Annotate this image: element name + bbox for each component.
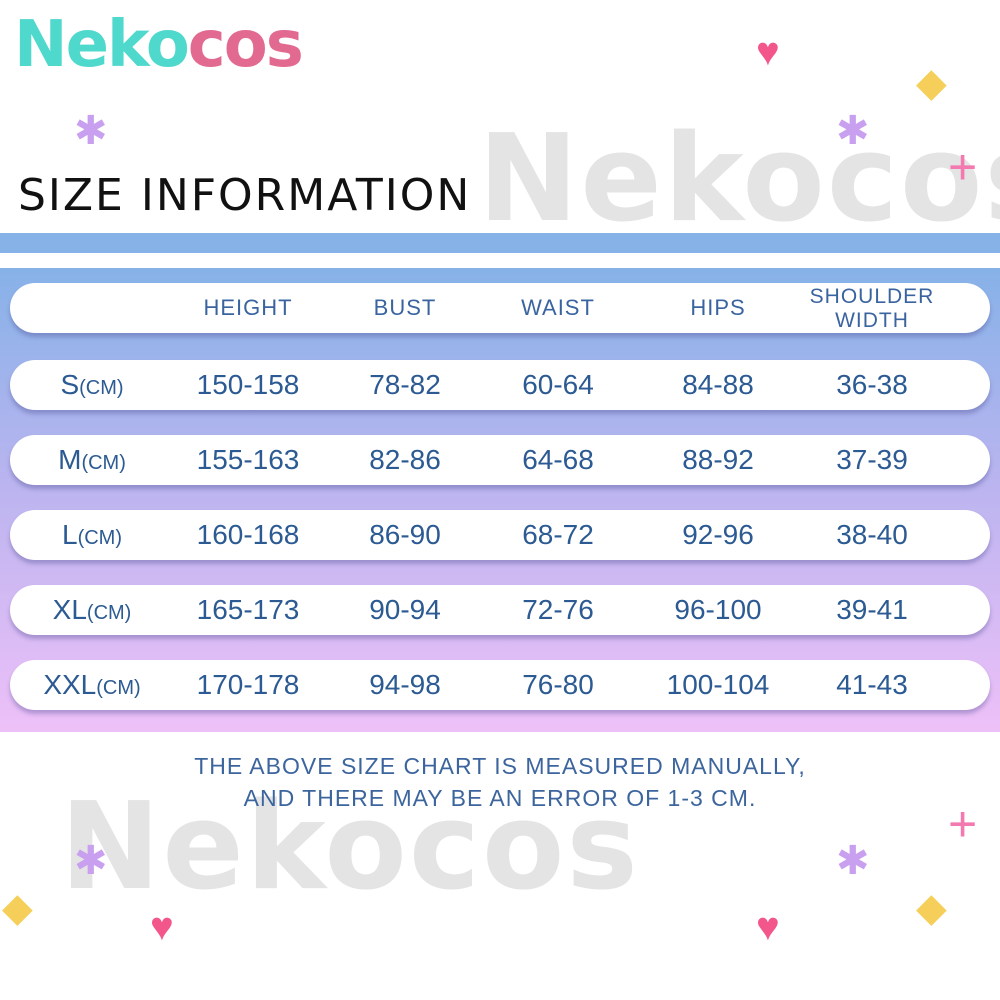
cell-height: 155-163 <box>196 444 300 475</box>
size-unit: (CM) <box>81 452 126 474</box>
cell-height: 160-168 <box>196 519 300 550</box>
cell-bust: 94-98 <box>369 669 441 700</box>
size-label: XL(CM) <box>53 585 132 635</box>
disclaimer-note: THE ABOVE SIZE CHART IS MEASURED MANUALL… <box>0 750 1000 814</box>
plus-icon: + <box>948 139 978 195</box>
cell-waist: 72-76 <box>522 594 594 625</box>
sparkle-icon: ◆ <box>916 886 947 930</box>
cell-hips: 84-88 <box>682 369 754 400</box>
cell-shoulder: 41-43 <box>836 669 908 700</box>
size-table: HEIGHT BUST WAIST HIPS SHOULDER WIDTH S(… <box>0 268 1000 732</box>
size-label: M(CM) <box>58 435 126 485</box>
cell-shoulder: 37-39 <box>836 444 908 475</box>
flower-icon: ✱ <box>836 109 870 153</box>
size-label: XXL(CM) <box>43 660 140 710</box>
divider-band <box>0 233 1000 253</box>
cell-waist: 76-80 <box>522 669 594 700</box>
cell-hips: 92-96 <box>682 519 754 550</box>
sparkle-icon: ◆ <box>2 886 33 930</box>
sparkle-icon: ◆ <box>916 61 947 105</box>
table-header-row: HEIGHT BUST WAIST HIPS SHOULDER WIDTH <box>10 283 990 333</box>
plus-icon: + <box>948 796 978 852</box>
page-title: SIZE INFORMATION <box>18 170 472 221</box>
heart-icon: ♥ <box>756 30 780 74</box>
size-label: S(CM) <box>60 360 123 410</box>
cell-height: 150-158 <box>196 369 300 400</box>
cell-waist: 60-64 <box>522 369 594 400</box>
logo-part2: cos <box>187 8 304 82</box>
cell-bust: 78-82 <box>369 369 441 400</box>
cell-bust: 90-94 <box>369 594 441 625</box>
cell-shoulder: 38-40 <box>836 519 908 550</box>
table-row: XL(CM) 165-173 90-94 72-76 96-100 39-41 <box>10 585 990 635</box>
size-name: L <box>61 519 78 550</box>
cell-height: 170-178 <box>196 669 300 700</box>
cell-bust: 82-86 <box>369 444 441 475</box>
cell-shoulder: 36-38 <box>836 369 908 400</box>
cell-hips: 88-92 <box>682 444 754 475</box>
watermark: Nekocos <box>60 778 640 917</box>
table-row: XXL(CM) 170-178 94-98 76-80 100-104 41-43 <box>10 660 990 710</box>
watermark: Nekocos <box>478 110 1000 249</box>
heart-icon: ♥ <box>150 905 174 949</box>
note-line-2: AND THERE MAY BE AN ERROR OF 1-3 CM. <box>243 785 757 811</box>
size-name: XXL <box>43 669 97 700</box>
flower-icon: ✱ <box>74 839 108 883</box>
size-unit: (CM) <box>96 677 141 699</box>
size-unit: (CM) <box>77 527 123 549</box>
cell-waist: 64-68 <box>522 444 594 475</box>
header-waist: WAIST <box>521 295 595 320</box>
cell-hips: 96-100 <box>674 594 762 625</box>
cell-shoulder: 39-41 <box>836 594 908 625</box>
table-row: M(CM) 155-163 82-86 64-68 88-92 37-39 <box>10 435 990 485</box>
size-unit: (CM) <box>79 377 124 399</box>
flower-icon: ✱ <box>74 109 108 153</box>
note-line-1: THE ABOVE SIZE CHART IS MEASURED MANUALL… <box>194 753 806 779</box>
header-height: HEIGHT <box>203 295 293 320</box>
cell-waist: 68-72 <box>522 519 594 550</box>
header-hips: HIPS <box>690 295 746 320</box>
header-bust: BUST <box>373 295 437 320</box>
cell-bust: 86-90 <box>369 519 441 550</box>
logo-part1: Neko <box>14 8 190 82</box>
table-row: L(CM) 160-168 86-90 68-72 92-96 38-40 <box>10 510 990 560</box>
flower-icon: ✱ <box>836 839 870 883</box>
brand-logo: Nekocos <box>14 8 304 82</box>
size-name: XL <box>52 594 87 625</box>
heart-icon: ♥ <box>756 905 780 949</box>
size-label: L(CM) <box>62 510 122 560</box>
cell-height: 165-173 <box>196 594 300 625</box>
header-shoulder-width: SHOULDER WIDTH <box>809 285 935 332</box>
size-unit: (CM) <box>86 602 132 624</box>
size-name: M <box>58 444 82 475</box>
cell-hips: 100-104 <box>666 669 770 700</box>
size-name: S <box>60 369 80 400</box>
table-row: S(CM) 150-158 78-82 60-64 84-88 36-38 <box>10 360 990 410</box>
